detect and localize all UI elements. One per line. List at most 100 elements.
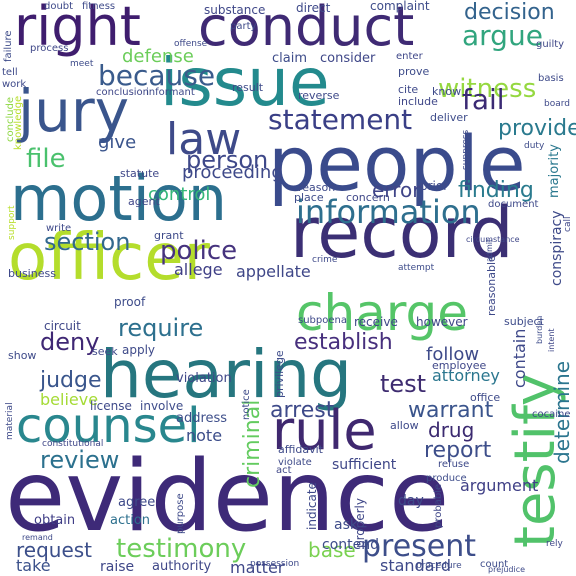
word-material: material [5,402,15,440]
word-involve: involve [140,399,184,413]
word-remand: remand [22,533,53,542]
word-follow: follow [426,344,480,365]
word-notice: notice [241,389,252,420]
word-document: document [488,199,539,210]
word-produce: produce [426,473,467,484]
word-probable: probable [433,483,444,528]
word-request: request [16,538,93,562]
word-procedure: procedure [416,561,462,571]
word-receive: receive [354,315,398,329]
word-establish: establish [294,330,393,355]
word-possession: possession [250,559,300,569]
word-ask: ask [334,517,358,533]
word-arrest: arrest [270,398,335,423]
word-proof: proof [114,295,146,309]
word-contain: contain [510,328,529,388]
word-informant: informant [146,87,195,98]
word-agent: agent [128,195,160,208]
word-attorney: attorney [432,366,500,385]
word-seek: seek [92,345,118,358]
word-attempt: attempt [398,263,435,273]
word-know: know [432,85,462,98]
word-purpose: purpose [175,493,186,534]
word-prior: prior [420,179,449,193]
word-fitness: fitness [82,1,116,12]
word-people: people [268,119,526,208]
word-properly: properly [353,498,367,548]
word-apply: apply [122,343,156,357]
word-proceeding: proceeding [182,162,283,183]
word-reason: reason [298,181,336,194]
word-tell: tell [2,67,18,78]
word-authority: authority [152,559,212,574]
word-right: right [14,0,141,58]
word-subpoena: subpoena [298,315,347,326]
word-result: result [232,81,264,94]
word-failure: failure [3,30,14,62]
word-constitutional: constitutional [42,439,104,449]
word-statute: statute [120,167,160,180]
word-refuse: refuse [438,459,470,470]
word-basis: basis [538,73,564,84]
word-conduct: conduct [198,0,415,58]
word-review: review [40,446,120,474]
word-consider: consider [320,51,376,66]
word-action: action [110,513,151,528]
word-argue: argue [462,19,543,52]
word-police: police [160,236,238,266]
word-suppress: suppress [461,129,471,170]
word-information: information [296,193,481,231]
word-matter: matter [230,558,285,576]
word-direct: direct [296,1,331,15]
word-burden: burden [535,315,544,344]
word-drug: drug [428,418,475,442]
word-address: address [176,411,228,426]
word-privilege: privilege [273,350,286,398]
word-take: take [16,556,51,575]
word-write: write [46,223,72,234]
word-deny: deny [40,328,100,356]
word-license: license [90,399,132,413]
word-show: show [8,349,37,362]
word-guilty: guilty [536,39,565,50]
word-duty: duty [524,141,545,151]
word-jury: jury [18,77,130,145]
word-person: person [186,146,269,174]
word-allow: allow [390,419,419,432]
word-circumstance: circumstance [466,235,520,244]
word-rely: rely [546,539,563,549]
word-substance: substance [204,3,266,17]
word-officer: officer [8,221,210,295]
word-contend: contend [322,537,379,553]
word-indicate: indicate [305,482,319,530]
word-reverse: reverse [298,89,340,102]
word-finding: finding [458,178,534,203]
word-count: count [480,559,509,570]
word-provide: provide [498,116,576,141]
word-violation: violation [176,371,232,386]
word-circuit: circuit [44,319,81,333]
word-judge: judge [40,368,102,393]
word-file: file [26,144,66,174]
word-counsel: counsel [16,398,201,454]
word-complaint: complaint [370,0,430,13]
word-employee: employee [432,359,487,372]
word-witness: witness [438,74,537,104]
word-control: control [148,184,211,205]
word-test: test [380,370,427,398]
word-decision: decision [464,0,555,25]
word-statement: statement [268,103,413,136]
word-obtain: obtain [34,513,76,528]
word-call: call [563,216,573,232]
word-evidence: evidence [5,440,450,554]
word-grant: grant [154,229,184,242]
word-process: process [30,43,69,54]
word-act: act [276,465,292,476]
word-hearing: hearing [100,336,353,413]
word-prejudice: prejudice [488,565,526,574]
word-testimony: testimony [116,534,247,564]
word-subject: subject [504,315,544,328]
word-enter: enter [396,51,423,62]
word-office: office [470,391,501,404]
